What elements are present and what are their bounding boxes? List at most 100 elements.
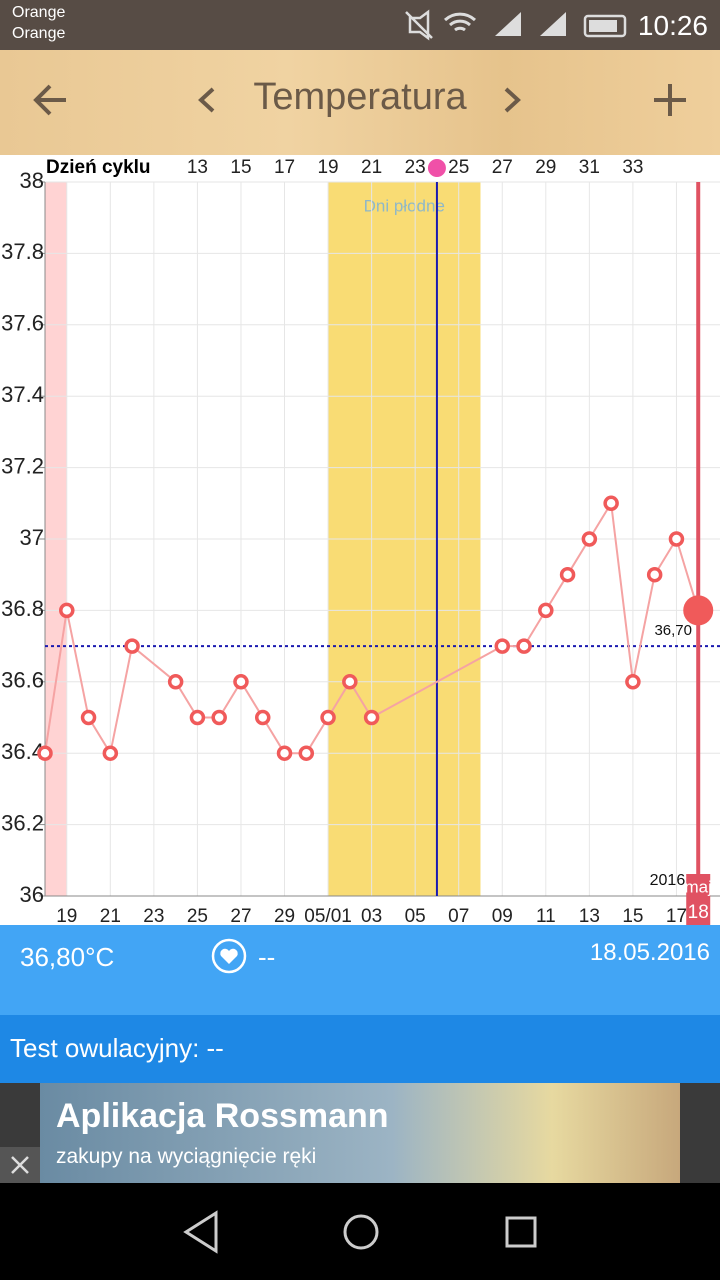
y-tick-label: 38 [20, 168, 44, 193]
x2-tick-label: 27 [492, 157, 513, 178]
y-tick-label: 37.2 [1, 453, 44, 478]
today-month: maj [685, 877, 712, 896]
next-button[interactable] [500, 85, 524, 115]
temperature-point [516, 638, 532, 654]
clock: 10:26 [637, 10, 708, 41]
title: Temperatura [253, 76, 467, 118]
y-tick-label: 36.2 [1, 810, 44, 835]
recent-key[interactable] [505, 1216, 537, 1248]
temperature: 36,80°C [20, 942, 115, 972]
y-tick-label: 36.8 [1, 596, 44, 621]
top-axis-title: Dzień cyklu [46, 157, 151, 178]
x2-tick-label: 29 [535, 157, 556, 178]
x2-tick-label: 21 [361, 157, 382, 178]
temperature-point [233, 674, 249, 690]
home-key[interactable] [343, 1214, 379, 1250]
temperature-point [298, 745, 315, 761]
temperature-point [124, 638, 140, 654]
y-tick-label: 36 [20, 882, 44, 907]
temperature-point [581, 531, 598, 547]
temperature-point [59, 602, 75, 619]
x2-tick-label: 31 [579, 157, 600, 178]
prev-button[interactable] [195, 85, 219, 115]
temperature-point [646, 566, 663, 583]
x-tick-label: 17 [666, 906, 687, 925]
y-tick-label: 37.6 [1, 311, 44, 336]
temperature-point [189, 709, 206, 726]
y-tick-label: 37.8 [1, 239, 44, 264]
ad-title: Aplikacja Rossmann [56, 1097, 389, 1135]
chart: Dzień cyklu Dni płodne 36 36.2 36.4 36.6 36.8… [1, 157, 720, 925]
temperature-point [342, 674, 358, 690]
x2-tick-label: 17 [274, 157, 295, 178]
back-button[interactable] [30, 80, 70, 120]
temperature-point [37, 745, 53, 761]
ovulation-marker [427, 159, 446, 177]
app-bar: Temperatura [0, 50, 720, 155]
temperature-point [211, 709, 227, 726]
x-tick-label: 09 [492, 906, 513, 925]
x-tick-label: 29 [274, 906, 295, 925]
fertile-label: Dni płodne [364, 196, 445, 215]
today-day: 18 [688, 902, 709, 923]
temperature-point [167, 674, 184, 690]
test-row[interactable]: Test owulacyjny: -- [0, 1015, 720, 1083]
ovulation-test: Test owulacyjny: -- [10, 1033, 224, 1063]
temperature-point [80, 709, 97, 726]
summary-panel: 36,80°C -- 18.05.2016 [0, 925, 720, 1015]
close-ad[interactable] [0, 1147, 40, 1183]
x2-tick-label: 23 [405, 157, 426, 178]
x-tick-label: 19 [56, 906, 77, 925]
y-tick-label: 37 [20, 525, 44, 550]
add-button[interactable] [652, 82, 688, 118]
today-box [686, 874, 711, 925]
x-tick-label: 03 [361, 906, 382, 925]
ad-image [40, 1083, 680, 1183]
x-tick-label: 27 [230, 906, 251, 925]
temperature-point [363, 709, 380, 726]
temperature-point [668, 531, 685, 547]
nav-buttons [183, 1210, 537, 1254]
temperature-point [538, 602, 554, 619]
ad-banner[interactable]: Aplikacja Rossmann zakupy na wyciągnięci… [0, 1083, 720, 1183]
mood-icon[interactable] [210, 937, 248, 975]
y-tick-label: 36.6 [1, 668, 44, 693]
y-tick-label: 37.4 [1, 382, 44, 407]
temperature-point [559, 566, 576, 583]
temperature-point [494, 638, 511, 654]
x2-tick-label: 13 [187, 157, 208, 178]
x-tick-label: 05 [405, 906, 426, 925]
x2-tick-label: 33 [622, 157, 643, 178]
temperature-point [603, 495, 619, 512]
x-tick-label: 23 [143, 906, 164, 925]
x-tick-label: 15 [622, 906, 643, 925]
year-label: 2016 [650, 872, 686, 889]
cover-line-label: 36,70 [654, 622, 692, 639]
x2-tick-label: 19 [317, 157, 338, 178]
date: 18.05.2016 [589, 939, 710, 966]
temperature-point [320, 709, 336, 726]
x-tick-label: 13 [579, 906, 600, 925]
mood: -- [258, 942, 276, 972]
x2-tick-label: 25 [448, 157, 469, 178]
x-tick-label: 05/01 [304, 906, 352, 925]
status-bar: Orange Orange 10:26 [0, 0, 720, 50]
y-tick-label: 36.4 [1, 739, 44, 764]
status-icons [405, 9, 627, 41]
temperature-point [625, 674, 641, 690]
x-tick-label: 21 [100, 906, 121, 925]
temperature-point [683, 595, 714, 626]
ad-subtitle: zakupy na wyciągnięcie ręki [56, 1145, 317, 1168]
temperature-point [276, 745, 293, 761]
navigation-bar [0, 1183, 720, 1280]
x-tick-label: 11 [536, 906, 556, 925]
x-tick-label: 25 [187, 906, 208, 925]
temperature-point [102, 745, 119, 761]
carrier: Orange [12, 25, 66, 42]
x-tick-label: 07 [448, 906, 469, 925]
x2-tick-label: 15 [230, 157, 251, 178]
temperature-point [254, 709, 271, 726]
back-key[interactable] [183, 1210, 218, 1254]
carrier: Orange [12, 4, 66, 21]
